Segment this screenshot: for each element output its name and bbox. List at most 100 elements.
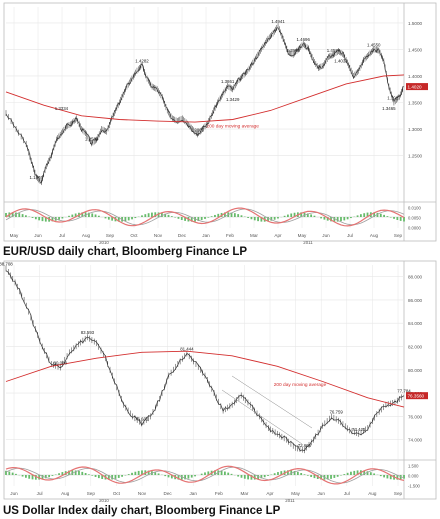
x-tick-label: Apr <box>266 491 274 496</box>
eurusd-chart: 1.5000 1.4500 1.4000 1.3500 1.3000 1.2500 May J… <box>3 2 437 245</box>
indicator-tick-label: -1.500 <box>408 484 421 489</box>
y-tick-label: 76.000 <box>408 414 422 419</box>
price-annotation: 1.3968 <box>286 48 300 53</box>
x-tick-label: Aug <box>370 233 379 238</box>
year-label: 2011 <box>303 240 313 245</box>
price-series-line <box>5 27 405 184</box>
x-tick-label: Dec <box>178 233 187 238</box>
x-tick-label: Dec <box>164 491 173 496</box>
x-tick-label: Jan <box>202 233 210 238</box>
y-tick-label: 84.000 <box>408 321 422 326</box>
price-annotation: 1.2860 <box>191 127 205 132</box>
price-annotation: 1.3429 <box>226 97 240 102</box>
y-tick-label: 74.000 <box>408 438 422 443</box>
indicator-tick-label: 0.0100 <box>408 206 421 211</box>
oscillator-slow-line <box>5 466 405 484</box>
x-tick-label: Mar <box>240 491 248 496</box>
x-tick-label: Jul <box>344 491 350 496</box>
dxy-chart: 88.00086.00084.00082.00080.00078.00076.0… <box>0 260 437 503</box>
x-tick-label: Oct <box>113 491 121 496</box>
moving-average-label: 200 day moving average <box>206 123 259 129</box>
price-annotation: 77.784 <box>397 389 411 394</box>
x-tick-label: Nov <box>138 491 147 496</box>
x-tick-label: Nov <box>154 233 163 238</box>
oscillator-slow-line <box>5 208 405 226</box>
price-annotation: 72.696 <box>298 443 312 448</box>
price-annotation: 1.4526 <box>327 48 341 53</box>
x-tick-label: Jun <box>322 233 330 238</box>
price-annotation: 1.4550 <box>367 42 381 47</box>
moving-average-line <box>5 350 405 408</box>
oscillator-fast-line <box>5 465 405 485</box>
chart-frame <box>3 2 437 242</box>
price-annotation: 1.3334 <box>55 106 69 111</box>
year-label: 2011 <box>285 498 295 503</box>
y-tick-label: 1.2500 <box>408 154 422 159</box>
price-annotation: 1.4696 <box>297 37 311 42</box>
x-tick-label: Feb <box>226 233 234 238</box>
last-price-value: 76.3560 <box>408 393 425 398</box>
price-annotation: 83.593 <box>81 330 95 335</box>
price-annotation: 1.4941 <box>271 19 285 24</box>
price-annotation: 1.4282 <box>135 58 149 63</box>
x-tick-label: Sep <box>87 491 96 496</box>
price-annotation: 1.3937 <box>387 96 401 101</box>
price-annotation: 1.2588 <box>85 136 99 141</box>
x-tick-label: Sep <box>394 233 403 238</box>
y-tick-label: 86.000 <box>408 298 422 303</box>
moving-average-label: 200 day moving average <box>274 382 327 388</box>
x-tick-label: Aug <box>368 491 377 496</box>
price-annotation: 1.3465 <box>382 106 396 111</box>
y-tick-label: 82.000 <box>408 345 422 350</box>
price-series-line <box>5 270 405 452</box>
price-annotation: 1.3861 <box>221 79 235 84</box>
y-tick-label: 1.3000 <box>408 127 422 132</box>
x-tick-label: May <box>10 233 19 238</box>
x-tick-label: Jul <box>59 233 65 238</box>
price-annotation: 73.421 <box>352 427 366 432</box>
y-tick-label: 1.4000 <box>408 74 422 79</box>
x-tick-label: May <box>291 491 300 496</box>
x-tick-label: Apr <box>274 233 282 238</box>
indicator-tick-label: 0.000 <box>408 474 419 479</box>
y-tick-label: 1.5000 <box>408 21 422 26</box>
x-tick-label: Aug <box>61 491 70 496</box>
x-tick-label: Jun <box>34 233 42 238</box>
x-tick-label: Sep <box>394 491 403 496</box>
oscillator-fast-line <box>5 207 405 227</box>
dxy-chart-panel: 88.00086.00084.00082.00080.00078.00076.0… <box>0 258 440 504</box>
last-price-tag <box>406 392 428 400</box>
trend-channel-upper <box>231 375 313 429</box>
indicator-tick-label: 1.500 <box>408 464 419 469</box>
x-tick-label: Aug <box>82 233 91 238</box>
x-tick-label: Jul <box>347 233 353 238</box>
eurusd-chart-caption: EUR/USD daily chart, Bloomberg Finance L… <box>3 246 248 258</box>
x-tick-label: Jun <box>10 491 18 496</box>
x-tick-label: Sep <box>106 233 115 238</box>
y-tick-label: 88.000 <box>408 275 422 280</box>
price-annotation: 76.759 <box>329 409 343 414</box>
x-tick-label: Feb <box>215 491 223 496</box>
trend-channel-lower <box>221 389 303 445</box>
x-tick-label: Jun <box>317 491 325 496</box>
x-tick-label: Mar <box>250 233 258 238</box>
indicator-tick-label: 0.0050 <box>408 216 421 221</box>
price-annotation: 80.088 <box>54 360 68 365</box>
x-tick-label: Jul <box>37 491 43 496</box>
y-tick-label: 1.4500 <box>408 47 422 52</box>
eurusd-chart-panel: 1.5000 1.4500 1.4000 1.3500 1.3000 1.2500 May J… <box>0 0 440 246</box>
price-annotation: 81.444 <box>180 347 194 352</box>
price-annotation: 1.4038 <box>334 58 348 63</box>
y-tick-label: 1.3500 <box>408 101 422 106</box>
x-tick-label: Oct <box>130 233 138 238</box>
last-price-tag <box>406 83 428 91</box>
price-annotation: 88.708 <box>0 261 13 266</box>
y-tick-label: 80.000 <box>408 368 422 373</box>
x-tick-label: May <box>298 233 307 238</box>
chart-frame <box>3 260 437 500</box>
last-price-value: 1.4020 <box>408 84 422 89</box>
price-annotation: 1.1876 <box>30 175 44 180</box>
year-label: 2010 <box>99 498 109 503</box>
moving-average-line <box>5 74 405 123</box>
x-tick-label: Jan <box>189 491 197 496</box>
